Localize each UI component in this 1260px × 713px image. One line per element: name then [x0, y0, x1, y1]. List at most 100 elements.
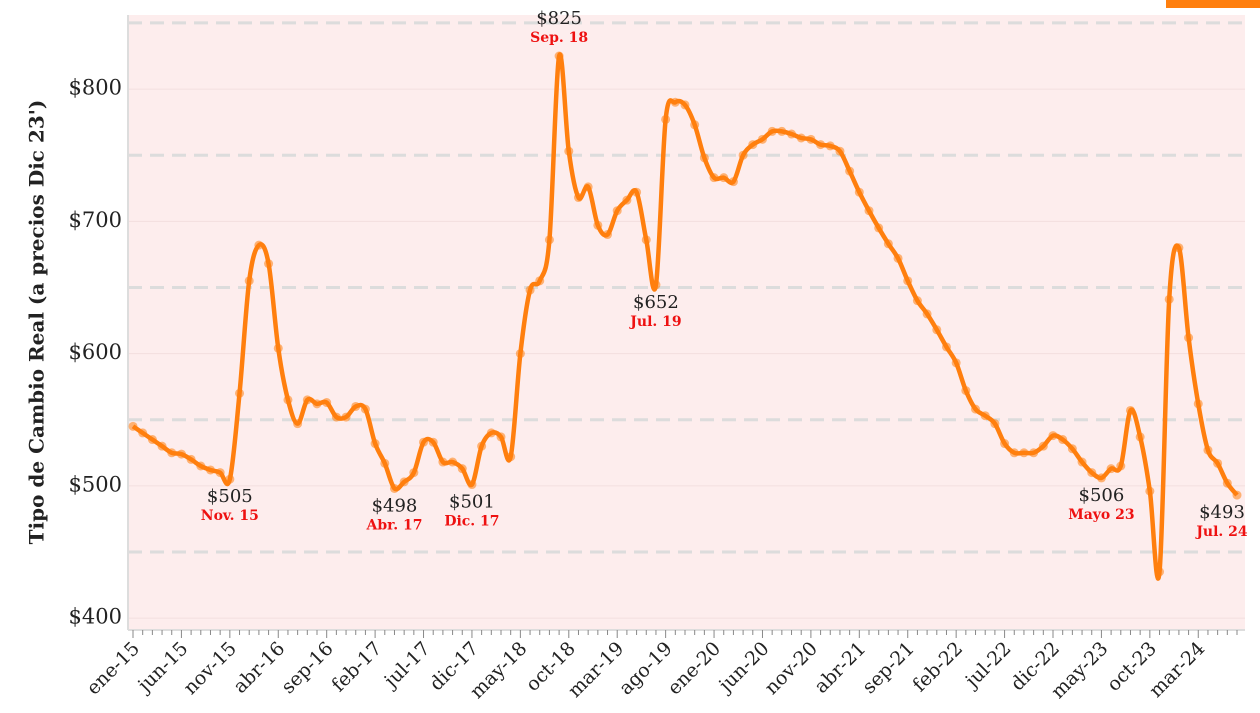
- data-point: [1009, 448, 1019, 458]
- data-point: [138, 428, 148, 438]
- x-tick-label: abr-16: [229, 638, 289, 698]
- data-point: [641, 235, 651, 245]
- annotation-value: $493: [1199, 502, 1245, 523]
- data-point: [1232, 490, 1242, 500]
- data-point: [1164, 294, 1174, 304]
- x-tick-label: sep-16: [277, 638, 338, 699]
- data-point: [1155, 567, 1165, 577]
- data-point: [1038, 441, 1048, 451]
- data-point: [128, 421, 138, 431]
- data-point: [428, 437, 438, 447]
- data-point: [448, 457, 458, 467]
- annotation-value: $498: [372, 495, 418, 516]
- data-point: [651, 280, 661, 290]
- data-point: [399, 477, 409, 487]
- data-point: [796, 133, 806, 143]
- data-point: [1029, 448, 1039, 458]
- x-tick-label: jul-22: [960, 638, 1016, 694]
- annotation-value: $652: [633, 292, 679, 313]
- data-point: [225, 474, 235, 484]
- data-point: [176, 449, 186, 459]
- data-point: [573, 193, 583, 203]
- annotation-date: Jul. 19: [628, 314, 681, 330]
- data-point: [980, 411, 990, 421]
- data-point: [1087, 468, 1097, 478]
- data-point: [1106, 464, 1116, 474]
- data-point: [1135, 432, 1145, 442]
- x-tick-label: ene-15: [82, 638, 144, 700]
- data-point: [757, 134, 767, 144]
- data-point: [496, 432, 506, 442]
- data-point: [360, 404, 370, 414]
- data-point: [1096, 473, 1106, 483]
- data-point: [622, 195, 632, 205]
- data-point: [1048, 431, 1058, 441]
- data-point: [961, 386, 971, 396]
- data-point: [264, 259, 274, 269]
- data-point: [845, 166, 855, 176]
- data-point: [535, 276, 545, 286]
- data-point: [186, 454, 196, 464]
- x-tick-label: feb-22: [909, 638, 968, 697]
- data-point: [147, 435, 157, 445]
- annotation-date: Nov. 15: [201, 508, 259, 524]
- data-point: [864, 206, 874, 216]
- data-point: [1184, 333, 1194, 343]
- data-point: [1145, 486, 1155, 496]
- annotation-date: Abr. 17: [365, 517, 422, 533]
- data-point: [593, 220, 603, 230]
- data-point: [1125, 405, 1135, 415]
- data-point: [787, 129, 797, 139]
- data-point: [632, 187, 642, 197]
- data-point: [302, 395, 312, 405]
- data-point: [477, 441, 487, 451]
- data-point: [603, 230, 613, 240]
- data-point: [1116, 461, 1126, 471]
- data-point: [215, 468, 225, 478]
- data-point: [825, 141, 835, 151]
- annotation-value: $501: [449, 492, 495, 513]
- data-point: [903, 276, 913, 286]
- data-point: [1222, 478, 1232, 488]
- data-point: [912, 296, 922, 306]
- data-point: [1000, 439, 1010, 449]
- data-point: [438, 457, 448, 467]
- data-point: [506, 452, 516, 462]
- x-tick-label: nov-20: [760, 638, 822, 700]
- x-tick-label: nov-15: [179, 638, 241, 700]
- data-point: [312, 399, 322, 409]
- data-point: [322, 398, 332, 408]
- data-point: [719, 173, 729, 183]
- data-point: [922, 309, 932, 319]
- data-point: [1213, 458, 1223, 468]
- annotation-value: $506: [1079, 485, 1125, 506]
- data-point: [351, 401, 361, 411]
- data-point: [893, 253, 903, 263]
- x-tick-label: feb-17: [327, 638, 386, 697]
- y-tick-label: $600: [69, 340, 122, 364]
- y-tick-label: $700: [69, 208, 122, 232]
- x-tick-label: jul-17: [379, 638, 435, 694]
- annotation-date: Mayo 23: [1068, 507, 1134, 523]
- data-point: [612, 206, 622, 216]
- data-point: [283, 395, 293, 405]
- data-point: [709, 173, 719, 183]
- data-point: [951, 358, 961, 368]
- data-point: [457, 464, 467, 474]
- data-point: [738, 150, 748, 160]
- data-point: [883, 239, 893, 249]
- data-point: [157, 441, 167, 451]
- data-point: [515, 349, 525, 359]
- data-point: [244, 276, 254, 286]
- data-point: [467, 480, 477, 490]
- data-point: [544, 235, 554, 245]
- data-point: [699, 153, 709, 163]
- corner-badge: [1166, 0, 1260, 8]
- data-point: [205, 465, 215, 475]
- data-point: [728, 177, 738, 187]
- data-point: [1174, 243, 1184, 253]
- data-point: [389, 483, 399, 493]
- data-point: [254, 240, 264, 250]
- data-point: [370, 439, 380, 449]
